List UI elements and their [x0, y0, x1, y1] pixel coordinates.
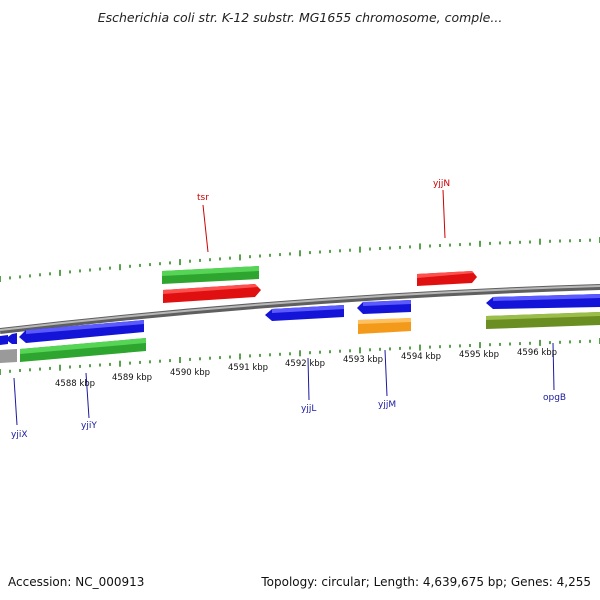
forward-features — [162, 266, 477, 303]
gene-label-yjiX[interactable]: yjiX — [11, 430, 28, 440]
gene-label-tsr[interactable]: tsr — [197, 193, 209, 203]
label-leaders — [13, 189, 555, 426]
yjiX-cds-fragment[interactable] — [0, 349, 17, 363]
yjjM-gene-top — [363, 300, 411, 306]
gene-label-yjjM[interactable]: yjjM — [378, 400, 396, 410]
outer-tick-marks — [0, 237, 600, 282]
yjjN-gene-top — [417, 271, 474, 278]
yjiX-gene-fragment[interactable] — [0, 335, 8, 345]
yjjL-gene-top — [272, 305, 344, 313]
opgB-gene-top — [493, 294, 600, 301]
tsr-cds-top — [162, 266, 259, 276]
accession-text: Accession: NC_000913 — [8, 575, 145, 589]
scale-label: 4592 kbp — [285, 359, 325, 369]
gene-label-yjjL[interactable]: yjjL — [301, 404, 316, 414]
tsr-gene-top — [163, 284, 258, 294]
scale-label: 4595 kbp — [459, 350, 499, 360]
scale-label: 4590 kbp — [170, 368, 210, 378]
gene-label-yjjN[interactable]: yjjN — [433, 179, 450, 189]
gene-label-opgB[interactable]: opgB — [543, 393, 566, 403]
scale-label: 4593 kbp — [343, 355, 383, 365]
opgB-cds-top — [486, 312, 600, 320]
map-title: Escherichia coli str. K-12 substr. MG165… — [97, 10, 503, 25]
gene-label-yjiY[interactable]: yjiY — [81, 421, 97, 431]
yjjM-cds-top — [358, 318, 411, 324]
yjiY-cds-top — [20, 338, 146, 354]
scale-label: 4594 kbp — [401, 352, 441, 362]
chromosome-backbone-highlight — [0, 285, 600, 331]
chromosome-backbone — [0, 284, 600, 334]
scale-label: 4589 kbp — [112, 373, 152, 383]
scale-label: 4591 kbp — [228, 363, 268, 373]
inner-tick-marks — [0, 338, 600, 375]
yjiX-arrow[interactable] — [5, 333, 17, 344]
scale-label: 4596 kbp — [517, 348, 557, 358]
reverse-features — [0, 294, 600, 363]
genome-summary-text: Topology: circular; Length: 4,639,675 bp… — [261, 575, 591, 589]
yjiY-gene-top — [26, 320, 144, 334]
scale-label: 4588 kbp — [55, 379, 95, 389]
